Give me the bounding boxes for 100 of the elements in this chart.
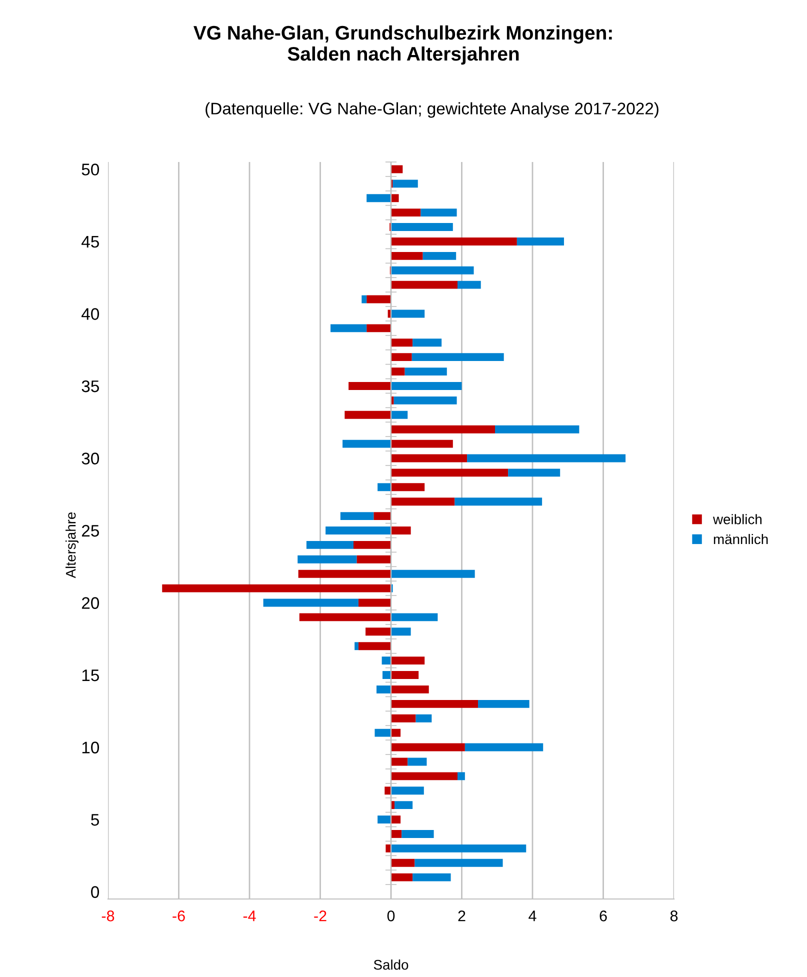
bar bbox=[391, 728, 401, 737]
bar bbox=[391, 223, 453, 232]
bar bbox=[386, 844, 391, 852]
bar bbox=[391, 685, 429, 694]
y-tick-label: 15 bbox=[82, 670, 99, 682]
bar bbox=[394, 396, 457, 404]
x-tick-label: 0 bbox=[387, 910, 395, 922]
bar bbox=[366, 295, 391, 304]
bar bbox=[298, 555, 357, 564]
bar bbox=[326, 526, 391, 534]
y-tick-label: 40 bbox=[82, 308, 100, 320]
bar bbox=[306, 540, 354, 549]
bar bbox=[391, 830, 402, 838]
bar bbox=[298, 570, 391, 578]
bar bbox=[408, 758, 427, 766]
bar bbox=[391, 628, 411, 636]
x-tick-label: 8 bbox=[670, 910, 678, 922]
x-axis-title: Saldo bbox=[374, 960, 408, 970]
bar bbox=[391, 743, 465, 752]
bar bbox=[391, 844, 526, 852]
bar bbox=[366, 628, 391, 636]
bar bbox=[458, 280, 481, 289]
bar bbox=[362, 295, 367, 304]
legend-label: weiblich bbox=[712, 514, 762, 524]
bar bbox=[394, 801, 413, 810]
bar bbox=[366, 324, 391, 332]
bar bbox=[516, 238, 564, 246]
bar bbox=[340, 512, 374, 520]
bar bbox=[495, 425, 580, 434]
bar bbox=[263, 598, 358, 607]
bar bbox=[354, 642, 358, 650]
bar bbox=[366, 194, 391, 202]
bar bbox=[358, 642, 391, 650]
bar bbox=[382, 656, 391, 665]
bar bbox=[299, 613, 391, 622]
chart-title: VG Nahe-Glan, Grundschulbezirk Monzingen: Salden nach Altersjahren bbox=[194, 25, 612, 65]
y-tick-label: 20 bbox=[82, 597, 100, 609]
chart-subtitle: (Datenquelle: VG Nahe-Glan; gewichtete Analyse 2017-2022) bbox=[206, 102, 658, 118]
bar bbox=[508, 468, 560, 477]
bar bbox=[391, 238, 517, 246]
bar bbox=[467, 454, 626, 462]
bar bbox=[391, 758, 408, 766]
bar bbox=[391, 425, 496, 434]
bar bbox=[422, 252, 456, 260]
bar bbox=[391, 410, 408, 419]
bar bbox=[464, 743, 544, 752]
bar bbox=[391, 266, 474, 274]
bar bbox=[330, 324, 367, 332]
bar bbox=[356, 555, 391, 564]
bar bbox=[414, 858, 503, 867]
bar bbox=[458, 772, 465, 780]
bar bbox=[391, 873, 413, 882]
y-tick-label: 35 bbox=[82, 380, 99, 392]
bar bbox=[391, 498, 455, 506]
bar bbox=[391, 454, 468, 462]
bar bbox=[416, 714, 432, 722]
y-tick-label: 10 bbox=[82, 742, 100, 754]
bar bbox=[404, 368, 447, 376]
bar bbox=[344, 410, 391, 419]
bar bbox=[478, 700, 530, 708]
bar bbox=[412, 873, 451, 882]
bar bbox=[391, 656, 425, 665]
bar bbox=[391, 440, 453, 448]
y-axis-title: Altersjahre bbox=[66, 512, 78, 578]
bar bbox=[358, 598, 391, 607]
x-tick-label: -4 bbox=[243, 910, 256, 922]
bar bbox=[391, 816, 401, 824]
bar bbox=[391, 700, 478, 708]
y-tick-label: 30 bbox=[82, 452, 100, 464]
legend-label: männlich bbox=[714, 534, 768, 544]
bar bbox=[391, 671, 419, 679]
bar bbox=[376, 685, 391, 694]
bar bbox=[391, 858, 415, 867]
bar bbox=[391, 368, 405, 376]
bar bbox=[382, 671, 391, 679]
bar bbox=[348, 382, 391, 390]
bar bbox=[391, 353, 412, 362]
bar bbox=[402, 830, 434, 838]
bar bbox=[412, 338, 442, 347]
bar bbox=[378, 816, 391, 824]
bar bbox=[391, 310, 425, 318]
y-tick-label: 0 bbox=[91, 886, 100, 898]
bar bbox=[392, 180, 418, 188]
bar bbox=[391, 570, 475, 578]
bar bbox=[391, 613, 438, 622]
bar bbox=[342, 440, 391, 448]
bar bbox=[391, 252, 423, 260]
bar bbox=[378, 483, 391, 492]
x-tick-label: 4 bbox=[528, 910, 536, 922]
x-tick-label: -8 bbox=[102, 910, 114, 922]
x-tick-label: 6 bbox=[600, 910, 607, 922]
bar bbox=[391, 786, 424, 795]
bar bbox=[420, 208, 457, 217]
bar bbox=[391, 468, 508, 477]
bar bbox=[162, 584, 391, 592]
y-tick-label: 45 bbox=[82, 236, 99, 248]
bar bbox=[412, 353, 504, 362]
y-tick-label: 5 bbox=[91, 814, 99, 826]
bar bbox=[374, 512, 391, 520]
x-tick-label: -2 bbox=[314, 910, 326, 922]
